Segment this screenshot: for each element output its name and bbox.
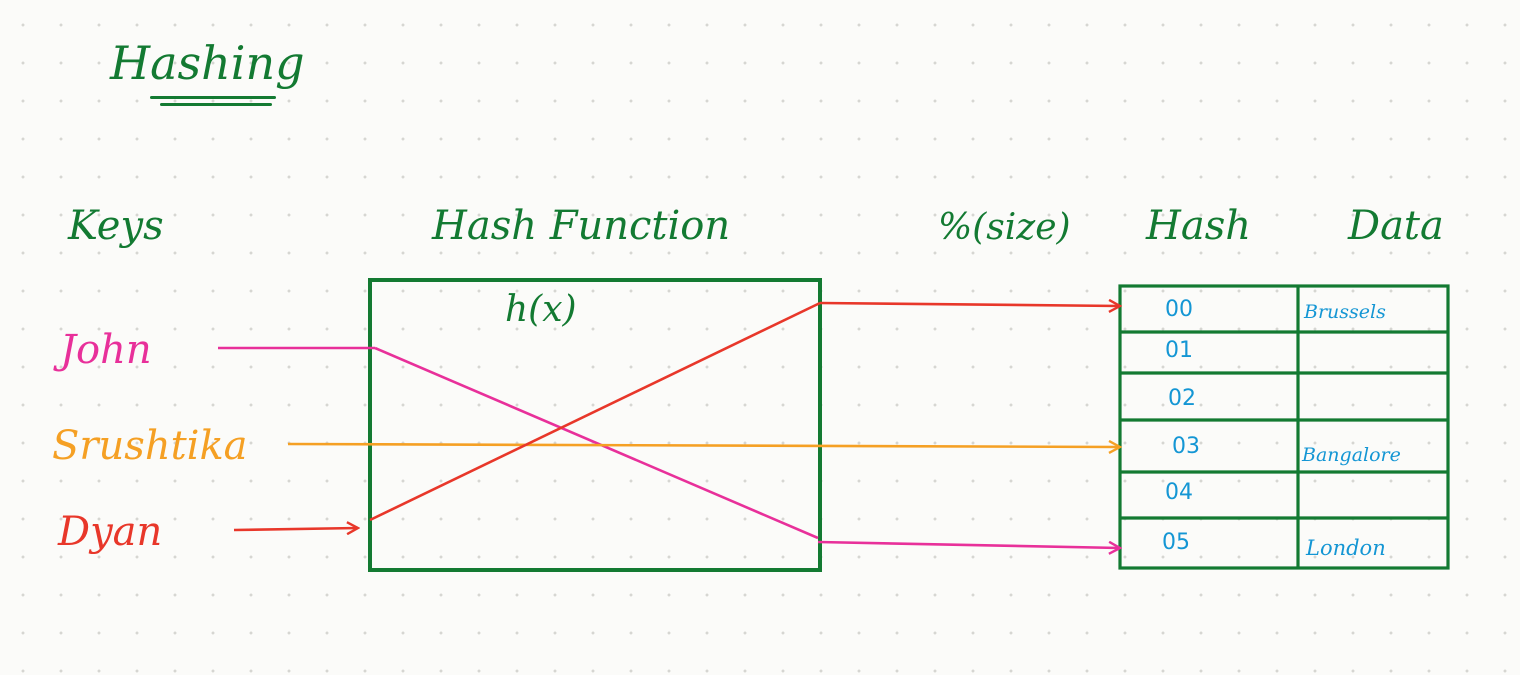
title-underline <box>160 103 272 106</box>
data-header: Data <box>1348 203 1444 249</box>
hash-table-outline <box>1118 284 1450 570</box>
hash-table <box>1118 284 1450 570</box>
data-cell-03: Bangalore <box>1302 444 1401 466</box>
hash-function-header: Hash Function <box>432 203 731 249</box>
title-underline <box>150 96 276 99</box>
data-cell-05: London <box>1306 536 1386 560</box>
hash-cell-00: 00 <box>1165 297 1193 322</box>
data-cell-00: Brussels <box>1304 301 1386 323</box>
dyan-mapping-arrow <box>233 303 1120 530</box>
hash-header: Hash <box>1146 203 1252 249</box>
srushtika-mapping-arrow <box>287 444 1120 447</box>
key-dyan: Dyan <box>58 509 163 555</box>
key-john: John <box>60 327 152 373</box>
hash-cell-01: 01 <box>1165 338 1193 363</box>
page-title: Hashing <box>110 36 305 90</box>
hash-function-box <box>368 278 822 572</box>
hash-function-label: h(x) <box>505 289 577 330</box>
hash-cell-04: 04 <box>1165 480 1193 505</box>
key-srushtika: Srushtika <box>52 423 248 469</box>
hash-cell-05: 05 <box>1162 530 1190 555</box>
hash-cell-03: 03 <box>1172 434 1200 459</box>
modulo-header: %(size) <box>938 207 1071 248</box>
hash-cell-02: 02 <box>1168 386 1196 411</box>
john-mapping-arrow <box>218 346 1120 548</box>
keys-header: Keys <box>68 203 164 249</box>
